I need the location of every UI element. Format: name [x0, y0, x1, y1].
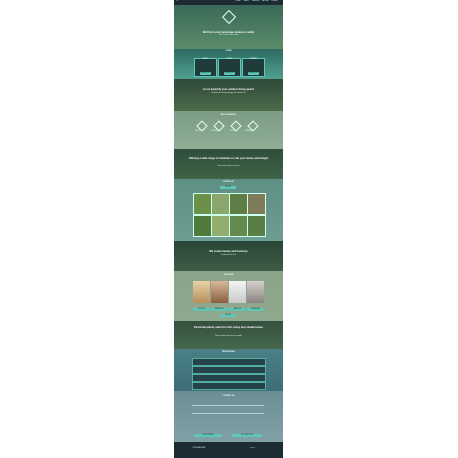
plants-section: Perennial plants, ideal for both sunny a… [174, 321, 283, 349]
offer-card-3[interactable]: SUPPORT READ MORE [242, 58, 265, 77]
footer-social-icons[interactable]: f t g+ in [250, 448, 255, 449]
contact-section: CONTACT US SEND MESSAGE GET DIRECTIONS [174, 391, 283, 442]
team-view-all-button[interactable]: VIEW ALL [220, 314, 236, 317]
gallery-photo-3[interactable] [229, 193, 248, 215]
gallery-photo-6[interactable] [211, 215, 230, 237]
quality-icon [196, 120, 208, 132]
offering-title: Offering a wide range of materials to su… [188, 157, 269, 160]
gallery-photo-8[interactable] [247, 215, 266, 237]
get-directions-button[interactable]: GET DIRECTIONS [232, 434, 262, 437]
footer: © 2016 LANDSCAPE f t g+ in [174, 442, 283, 458]
send-message-button[interactable]: SEND MESSAGE [194, 434, 222, 437]
contact-divider [192, 405, 264, 406]
nav-item-contact[interactable]: CONTACT [271, 1, 279, 2]
testimonial-row: Highly recommended company [192, 366, 266, 381]
offer-heading: OFFER [225, 50, 232, 52]
offer-section: OFFER SERVICE READ MORE DESIGN READ MORE… [174, 49, 283, 79]
team-member-name: EMMA GRAY [247, 308, 264, 311]
beautify-subtitle: Professional landscape design and mainte… [211, 93, 246, 94]
offering-section: Offering a wide range of materials to su… [174, 149, 283, 179]
gallery-section: PORTFOLIO VIEW ALL [174, 179, 283, 241]
contact-heading: CONTACT US [222, 395, 235, 397]
offer-card-title: DESIGN [226, 59, 233, 60]
team-heading: OUR TEAM [223, 274, 234, 276]
team-member-name: JOHN DOE [193, 308, 210, 311]
why-item-label: GUARANTEE [245, 131, 254, 132]
beautify-title: Let us beautify your outdoor living spac… [202, 88, 255, 91]
team-member-photo[interactable] [211, 281, 228, 303]
plants-title: Perennial plants, ideal for both sunny a… [194, 326, 263, 329]
team-member-photo[interactable] [229, 281, 246, 303]
offer-card-1[interactable]: SERVICE READ MORE [194, 58, 217, 77]
why-section: WHY CHOOSE US QUALITY EXPERIENCE PRICES … [174, 111, 283, 149]
gallery-view-all-button[interactable]: VIEW ALL [220, 186, 236, 189]
gallery-heading: PORTFOLIO [223, 181, 234, 183]
offering-subtitle: Stone, pavers, plants and more [217, 166, 240, 167]
prices-icon [230, 120, 242, 132]
team-member-name: ANNA SMITH [211, 308, 228, 311]
why-item-label: QUALITY [195, 131, 201, 132]
gallery-photo-1[interactable] [193, 193, 212, 215]
hero-section: We'll turn your landscape dream to reali… [174, 5, 283, 49]
gallery-photo-7[interactable] [229, 215, 248, 237]
team-member-photo[interactable] [247, 281, 264, 303]
footer-copyright: © 2016 LANDSCAPE [192, 448, 206, 449]
create-subtitle: Landscapes that last [221, 255, 236, 256]
hero-subtitle: Take a look at what we offer [218, 35, 239, 36]
logo[interactable]: LP [176, 1, 178, 2]
team-member-name: MARK LEE [229, 308, 246, 311]
gallery-photo-4[interactable] [247, 193, 266, 215]
team-section: OUR TEAM JOHN DOE ANNA SMITH MARK LEE EM… [174, 271, 283, 321]
offer-card-2[interactable]: DESIGN READ MORE [218, 58, 241, 77]
testimonial-row: Great service and beautiful results [192, 358, 266, 373]
nav-item-home[interactable]: HOME [236, 1, 241, 2]
guarantee-icon [247, 120, 259, 132]
page-preview: LP HOME ABOUT SERVICES GALLERY CONTACT W… [174, 0, 283, 458]
offer-card-title: SERVICE [202, 59, 209, 60]
hero-title: We'll turn your landscape dream to reali… [202, 31, 255, 34]
nav-item-gallery[interactable]: GALLERY [262, 1, 269, 2]
testimonials-heading: TESTIMONIALS [221, 351, 236, 353]
hero-logo-icon [221, 9, 237, 25]
gallery-photo-5[interactable] [193, 215, 212, 237]
nav-item-about[interactable]: ABOUT [244, 1, 250, 2]
testimonial-row: Our garden has never looked better [192, 382, 266, 390]
offer-card-title: SUPPORT [250, 59, 257, 60]
nav-item-services[interactable]: SERVICES [252, 1, 260, 2]
offer-card-button[interactable]: READ MORE [224, 72, 235, 75]
contact-divider [192, 413, 264, 414]
top-nav: LP HOME ABOUT SERVICES GALLERY CONTACT [174, 0, 283, 5]
why-item-label: PRICES [230, 131, 236, 132]
why-heading: WHY CHOOSE US [220, 114, 237, 116]
create-title: We create beauty and harmony [209, 250, 248, 253]
beautify-section: Let us beautify your outdoor living spac… [174, 79, 283, 111]
offer-card-button[interactable]: READ MORE [200, 72, 211, 75]
experience-icon [213, 120, 225, 132]
plants-subtitle: Find the perfect match for your garden [214, 336, 243, 337]
testimonial-row: Professional and friendly team [192, 374, 266, 389]
testimonials-section: TESTIMONIALS Great service and beautiful… [174, 349, 283, 391]
team-member-photo[interactable] [193, 281, 210, 303]
why-item-label: EXPERIENCE [211, 131, 220, 132]
create-section: We create beauty and harmony Landscapes … [174, 241, 283, 271]
gallery-photo-2[interactable] [211, 193, 230, 215]
offer-card-button[interactable]: READ MORE [248, 72, 259, 75]
